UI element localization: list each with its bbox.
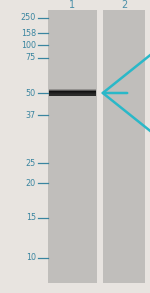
Text: 75: 75	[26, 54, 36, 62]
Text: 10: 10	[26, 253, 36, 263]
Text: 15: 15	[26, 214, 36, 222]
Text: 158: 158	[21, 28, 36, 38]
Bar	[49, 88, 96, 89]
Bar	[49, 89, 96, 91]
Text: 100: 100	[21, 40, 36, 50]
Bar	[49, 91, 96, 93]
Bar	[49, 91, 96, 96]
Bar	[48, 10, 97, 283]
Text: 25: 25	[26, 159, 36, 168]
Text: 2: 2	[121, 0, 127, 10]
Text: 20: 20	[26, 178, 36, 188]
Text: 37: 37	[26, 110, 36, 120]
Bar	[103, 10, 145, 283]
Text: 1: 1	[69, 0, 75, 10]
Text: 50: 50	[26, 88, 36, 98]
Text: 250: 250	[21, 13, 36, 23]
